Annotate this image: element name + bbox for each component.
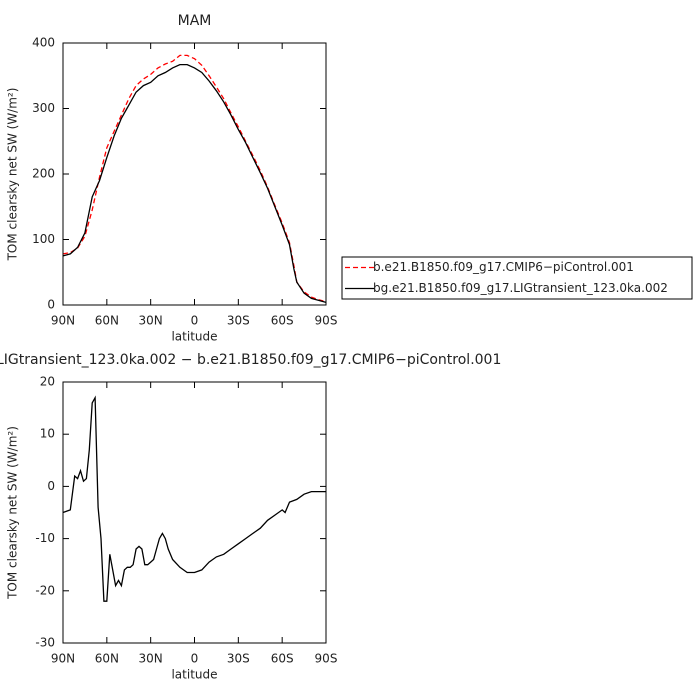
y-tick-label: 10	[40, 427, 55, 441]
plot-frame	[62, 381, 327, 644]
y-tick-label: 400	[32, 36, 55, 50]
y-axis-label: TOM clearsky net SW (W/m²)	[6, 88, 20, 262]
data-line	[62, 63, 327, 304]
y-tick-label: 0	[47, 479, 55, 493]
plot-frame	[62, 42, 327, 306]
x-axis-label: latitude	[171, 330, 217, 344]
x-tick-label: 60S	[271, 652, 294, 666]
x-tick-label: 90N	[51, 652, 75, 666]
data-line	[62, 54, 327, 303]
x-tick-label: 90S	[315, 652, 338, 666]
x-tick-label: 60N	[95, 652, 119, 666]
legend-label: bg.e21.B1850.f09_g17.LIGtransient_123.0k…	[373, 281, 668, 295]
x-tick-label: 30N	[139, 314, 163, 328]
x-tick-label: 30S	[227, 314, 250, 328]
y-tick-label: -30	[35, 636, 55, 650]
x-tick-label: 90S	[315, 314, 338, 328]
y-tick-label: -10	[35, 531, 55, 545]
chart-title: LIGtransient_123.0ka.002 − b.e21.B1850.f…	[0, 352, 501, 368]
y-tick-label: -20	[35, 583, 55, 597]
chart-title: MAM	[178, 13, 212, 29]
legend-label: b.e21.B1850.f09_g17.CMIP6−piControl.001	[373, 260, 634, 274]
x-tick-label: 60N	[95, 314, 119, 328]
y-tick-label: 0	[47, 298, 55, 312]
x-tick-label: 0	[191, 314, 199, 328]
x-axis-label: latitude	[171, 668, 217, 682]
y-tick-label: 200	[32, 167, 55, 181]
data-line	[62, 395, 326, 602]
y-tick-label: 300	[32, 101, 55, 115]
x-tick-label: 60S	[271, 314, 294, 328]
y-tick-label: 100	[32, 232, 55, 246]
x-tick-label: 30N	[139, 652, 163, 666]
x-tick-label: 90N	[51, 314, 75, 328]
y-axis-label: TOM clearsky net SW (W/m²)	[6, 426, 20, 600]
legend-box	[341, 256, 693, 300]
x-tick-label: 30S	[227, 652, 250, 666]
x-tick-label: 0	[191, 652, 199, 666]
y-tick-label: 20	[40, 375, 55, 389]
